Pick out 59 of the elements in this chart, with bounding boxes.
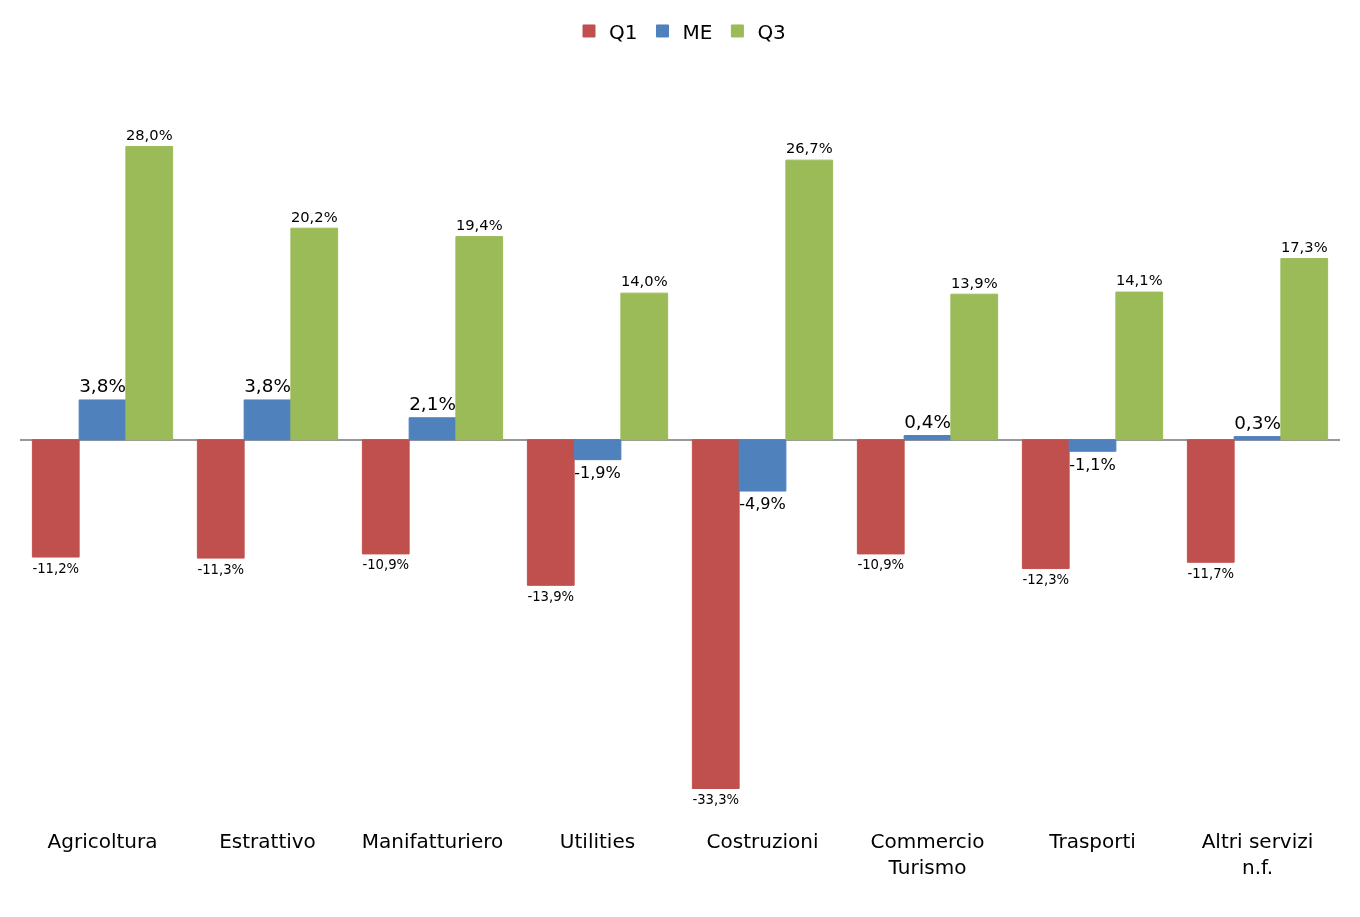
data-label: 2,1%: [409, 393, 456, 415]
bar: [950, 293, 999, 441]
legend-label: Q3: [757, 19, 786, 44]
data-label: -10,9%: [857, 557, 905, 573]
data-label: -33,3%: [692, 792, 740, 808]
bar: [903, 435, 952, 441]
x-tick-label: Trasporti: [1048, 829, 1136, 853]
legend-label: ME: [682, 19, 713, 44]
bar: [691, 439, 740, 789]
data-label: -12,3%: [1022, 572, 1070, 588]
bar: [1115, 291, 1164, 441]
bar: [78, 399, 127, 441]
data-label: 19,4%: [455, 215, 503, 233]
legend-label: Q1: [609, 19, 638, 44]
bar: [526, 439, 575, 586]
data-label: 28,0%: [125, 125, 173, 143]
data-label: -11,7%: [1187, 565, 1235, 581]
data-label: -11,3%: [197, 561, 245, 577]
bar: [196, 439, 245, 559]
bar: [1233, 436, 1282, 441]
x-tick-label: Utilities: [559, 829, 636, 853]
bar: [1068, 439, 1117, 452]
bar: [785, 159, 834, 441]
data-label: -1,1%: [1069, 454, 1116, 474]
data-label: 13,9%: [950, 273, 998, 291]
x-tick-label: Estrattivo: [219, 829, 316, 853]
bar: [620, 292, 669, 441]
data-label: 26,7%: [785, 139, 833, 157]
data-label: 17,3%: [1280, 237, 1328, 255]
x-tick-label: Commercio Turismo: [870, 829, 985, 879]
data-label: -1,9%: [574, 462, 621, 482]
bar: [1186, 439, 1235, 563]
bar: [31, 439, 80, 558]
data-label: -10,9%: [362, 557, 410, 573]
bar: [856, 439, 905, 555]
bar: [738, 439, 787, 492]
bar: [455, 236, 504, 441]
x-tick-label: Manifatturiero: [361, 829, 504, 853]
bar: [573, 439, 622, 461]
data-label: 3,8%: [79, 375, 126, 397]
x-tick-label: Costruzioni: [706, 829, 819, 853]
bar: [125, 146, 174, 441]
data-label: -4,9%: [739, 494, 786, 514]
bar: [1280, 258, 1329, 441]
bar: [1021, 439, 1070, 570]
data-label: 0,3%: [1234, 412, 1281, 434]
data-label: 3,8%: [244, 375, 291, 397]
data-label: -13,9%: [527, 588, 575, 604]
bar: [408, 417, 457, 441]
x-tick-label: Agricoltura: [47, 829, 158, 853]
x-tick-label: Altri servizi n.f.: [1201, 829, 1314, 879]
data-label: -11,2%: [32, 560, 80, 576]
data-label: 14,0%: [620, 272, 668, 290]
data-label: 0,4%: [904, 410, 951, 432]
data-label: 20,2%: [290, 207, 338, 225]
data-label: 14,1%: [1115, 271, 1163, 289]
bar: [361, 439, 410, 555]
bar: [290, 227, 339, 441]
bar: [243, 399, 292, 441]
